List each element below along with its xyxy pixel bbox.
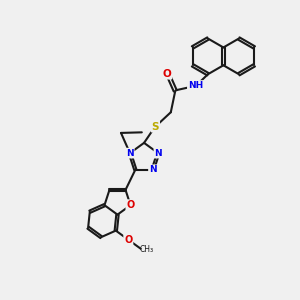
Text: CH₃: CH₃ [140, 245, 154, 254]
Text: O: O [126, 200, 135, 210]
Text: NH: NH [188, 81, 203, 90]
Text: N: N [149, 165, 157, 174]
Text: O: O [163, 69, 171, 79]
Text: N: N [154, 148, 162, 158]
Text: N: N [126, 148, 134, 158]
Text: S: S [152, 122, 159, 131]
Text: O: O [124, 235, 132, 245]
